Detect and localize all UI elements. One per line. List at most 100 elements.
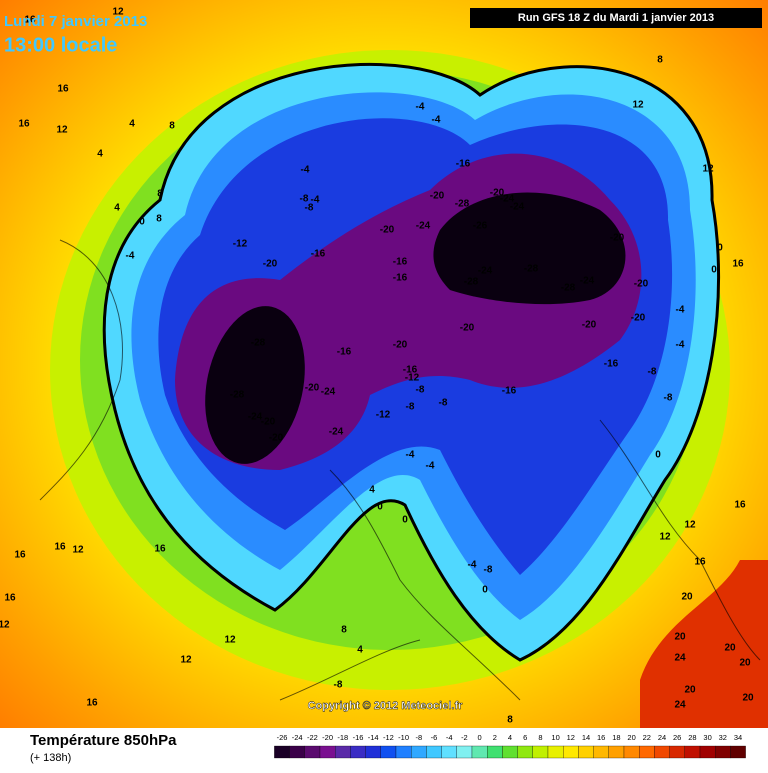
scale-swatch	[304, 745, 321, 759]
scale-label: 24	[658, 733, 666, 742]
contour-label: -16	[456, 159, 471, 170]
scale-swatch	[380, 745, 397, 759]
contour-label: 16	[24, 15, 36, 26]
contour-label: -4	[426, 461, 435, 472]
contour-label: 16	[4, 593, 16, 604]
contour-label: 20	[684, 685, 696, 696]
contour-label: -12	[233, 239, 248, 250]
scale-label: 2	[493, 733, 497, 742]
scale-swatch	[441, 745, 457, 759]
contour-label: 20	[724, 643, 736, 654]
contour-label: 16	[14, 550, 26, 561]
run-banner	[470, 8, 762, 28]
contour-label: -28	[251, 338, 266, 349]
contour-label: -16	[403, 365, 418, 376]
contour-label: -20	[634, 279, 649, 290]
contour-label: 12	[702, 164, 714, 175]
contour-label: -4	[126, 251, 135, 262]
scale-swatch	[517, 745, 533, 759]
scale-label: -14	[368, 733, 379, 742]
contour-label: 20	[739, 658, 751, 669]
scale-label: 32	[719, 733, 727, 742]
contour-label: -12	[376, 410, 391, 421]
scale-label: -18	[337, 733, 348, 742]
contour-label: -8	[334, 680, 343, 691]
contour-label: -20	[582, 320, 597, 331]
contour-label: -12	[405, 373, 420, 384]
contour-label: -4	[676, 305, 685, 316]
contour-label: 8	[157, 189, 163, 200]
scale-swatch	[608, 745, 625, 759]
scale-label: -2	[461, 733, 468, 742]
contour-label: -28	[230, 390, 245, 401]
scale-swatch	[274, 745, 290, 759]
contour-label: 0	[139, 217, 145, 228]
contour-label: 20	[674, 632, 686, 643]
contour-label: -8	[406, 402, 415, 413]
scale-label: 4	[508, 733, 512, 742]
contour-label: 4	[369, 485, 375, 496]
contour-label: 4	[357, 645, 363, 656]
contour-label: 0	[655, 450, 661, 461]
scale-label: 20	[627, 733, 635, 742]
contour-label: -20	[490, 188, 505, 199]
contour-label: 4	[97, 149, 103, 160]
contour-label: -20	[631, 313, 646, 324]
contour-label: 20	[681, 592, 693, 603]
scale-swatch	[715, 745, 731, 759]
scale-swatch	[456, 745, 473, 759]
scale-swatch	[335, 745, 351, 759]
scale-label: 14	[582, 733, 590, 742]
scale-label: 30	[703, 733, 711, 742]
contour-label: -16	[604, 359, 619, 370]
contour-label: 12	[0, 620, 10, 631]
contour-label: 12	[659, 532, 671, 543]
contour-label: -24	[329, 427, 344, 438]
contour-label: 16	[18, 119, 30, 130]
scale-label: 34	[734, 733, 742, 742]
contour-label: 16	[57, 84, 69, 95]
contour-label: 16	[732, 259, 744, 270]
contour-label: -8	[416, 385, 425, 396]
color-scale: -26 -24 -22 -20 -18 -16 -14 -12 -10 -8 -6 -4 -2 0 2 4 6 8…	[274, 733, 746, 759]
contour-label: -26	[473, 221, 488, 232]
contour-label: -20	[460, 323, 475, 334]
scale-swatch	[471, 745, 488, 759]
contour-label: -4	[432, 115, 441, 126]
contour-label: -16	[502, 386, 517, 397]
scale-swatch	[532, 745, 549, 759]
contour-label: 16	[694, 557, 706, 568]
scale-label: -4	[446, 733, 453, 742]
warm-zone	[640, 560, 768, 728]
contour-label: -24	[248, 412, 263, 423]
contour-label: 16	[54, 542, 66, 553]
contour-label: -8	[300, 194, 309, 205]
scale-swatch	[350, 745, 366, 759]
scale-label: 12	[567, 733, 575, 742]
contour-label: -8	[305, 203, 314, 214]
scale-swatch	[395, 745, 412, 759]
scale-label: 18	[612, 733, 620, 742]
scale-label: 26	[673, 733, 681, 742]
contour-label: -16	[393, 273, 408, 284]
contour-label: 8	[156, 214, 162, 225]
scale-swatch	[730, 745, 746, 759]
scale-label: -20	[322, 733, 333, 742]
contour-label: -24	[416, 221, 431, 232]
contour-label: -28	[524, 264, 539, 275]
contour-label: -4	[311, 195, 320, 206]
contour-label: -4	[406, 450, 415, 461]
contour-label: -24	[321, 387, 336, 398]
field-title: Température 850hPa	[30, 732, 177, 749]
contour-label: 0	[377, 502, 383, 513]
contour-label: -24	[478, 266, 493, 277]
contour-label: -4	[301, 165, 310, 176]
contour-label: 12	[112, 7, 124, 18]
contour-label: 0	[717, 243, 723, 254]
contour-label: -24	[510, 202, 525, 213]
contour-label: -20	[263, 259, 278, 270]
contour-label: 16	[154, 544, 166, 555]
valid-date: Lundi 7 janvier 2013	[4, 13, 147, 30]
contour-label: -20	[305, 383, 320, 394]
contour-label: 20	[742, 693, 754, 704]
